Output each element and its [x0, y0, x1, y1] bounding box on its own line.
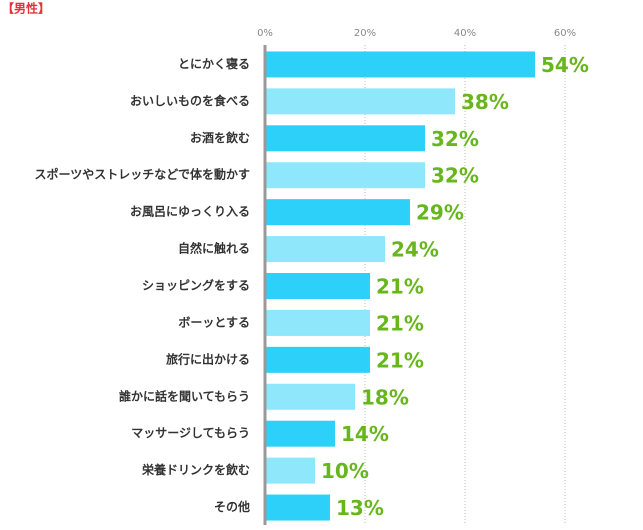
value-label: 10%: [321, 459, 369, 483]
x-tick-label: 20%: [354, 28, 376, 39]
value-label: 54%: [541, 53, 589, 77]
bar: [265, 162, 425, 189]
value-label: 24%: [391, 238, 439, 262]
category-label: おいしいものを食べる: [130, 93, 250, 108]
value-label: 38%: [461, 90, 509, 114]
bar: [265, 420, 335, 447]
value-label: 18%: [361, 385, 409, 409]
bar: [265, 51, 535, 78]
category-label: 自然に触れる: [178, 241, 250, 256]
bar: [265, 199, 410, 226]
bar: [265, 273, 370, 299]
category-label: 栄養ドリンクを飲む: [141, 462, 250, 477]
category-label: 旅行に出かける: [166, 351, 250, 366]
bar: [265, 88, 455, 115]
chart-title: 【男性】: [2, 1, 50, 16]
category-label: ボーッとする: [178, 314, 250, 329]
value-label: 13%: [336, 496, 384, 520]
value-label: 21%: [376, 275, 424, 299]
x-tick-label: 60%: [554, 28, 576, 39]
value-label: 29%: [416, 201, 464, 225]
bar: [265, 494, 330, 521]
category-label: スポーツやストレッチなどで体を動かす: [34, 167, 250, 182]
bar: [265, 346, 370, 373]
category-label: マッサージしてもらう: [131, 426, 250, 440]
bar: [265, 383, 355, 410]
category-label: お酒を飲む: [190, 130, 250, 145]
value-label: 14%: [341, 422, 389, 446]
category-label: 誰かに話を聞いてもらう: [119, 388, 250, 403]
x-tick-label: 0%: [257, 28, 273, 39]
bar: [265, 309, 370, 336]
bar: [265, 125, 425, 152]
value-label: 21%: [376, 348, 424, 372]
x-tick-label: 40%: [454, 28, 476, 39]
bar: [265, 236, 385, 263]
category-label: ショッピングをする: [142, 278, 250, 293]
value-label: 32%: [431, 127, 479, 151]
value-label: 21%: [376, 311, 424, 335]
category-label: その他: [214, 499, 250, 514]
value-label: 32%: [431, 164, 479, 188]
bar: [265, 457, 315, 484]
category-label: お風呂にゆっくり入る: [130, 205, 250, 219]
category-label: とにかく寝る: [178, 56, 250, 71]
